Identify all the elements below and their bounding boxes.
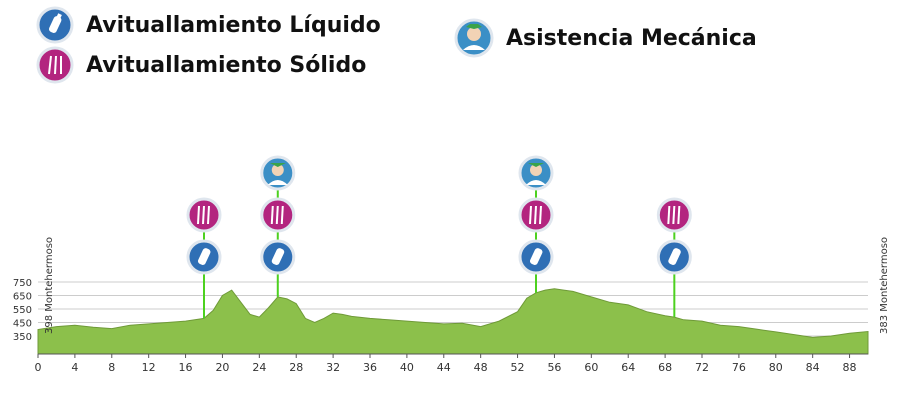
- cutlery-stroke: [667, 205, 671, 225]
- x-tick-label: 44: [437, 361, 451, 374]
- cutlery-stroke: [677, 205, 681, 225]
- bottle-shape: [668, 248, 681, 265]
- mechanic-face: [530, 164, 542, 176]
- axis-layer: 0 4 8 12 16 20 24 28 32 36 40 44 48 52 56 60 64 68 72 76 80 8…: [35, 353, 868, 374]
- x-tick-label: 16: [179, 361, 193, 374]
- y-tick-label: 750: [13, 278, 32, 289]
- water-bottle-icon: [36, 6, 74, 44]
- bottle-shape: [197, 248, 211, 265]
- legend-liquid: Avituallamiento Líquido: [36, 6, 381, 44]
- y-tick-label: 350: [13, 332, 32, 343]
- y-tick-label: 450: [13, 319, 32, 330]
- service-marker: [186, 197, 222, 319]
- legend-solid-label: Avituallamiento Sólido: [86, 52, 367, 78]
- mechanic-cap: [269, 163, 286, 167]
- service-marker: [260, 155, 296, 297]
- x-tick-label: 4: [71, 361, 78, 374]
- mechanic-icon: [454, 18, 494, 58]
- end-label: 383 Montehermoso: [879, 237, 890, 334]
- cutlery-stroke: [529, 205, 532, 225]
- x-tick-label: 28: [289, 361, 303, 374]
- x-tick-label: 12: [142, 361, 156, 374]
- cutlery-icon: [36, 46, 74, 84]
- x-tick-label: 80: [769, 361, 783, 374]
- x-tick-label: 68: [658, 361, 672, 374]
- x-tick-label: 0: [35, 361, 42, 374]
- cutlery-stroke: [202, 205, 205, 225]
- y-tick-label: 650: [13, 292, 32, 303]
- x-tick-label: 76: [732, 361, 746, 374]
- x-tick-label: 40: [400, 361, 414, 374]
- mechanic-face: [271, 164, 284, 176]
- marker-layer: [186, 155, 692, 319]
- x-tick-label: 88: [843, 361, 857, 374]
- x-tick-label: 20: [215, 361, 229, 374]
- x-tick-label: 84: [806, 361, 820, 374]
- cutlery-stroke: [534, 205, 537, 225]
- x-tick-label: 56: [547, 361, 561, 374]
- service-marker: [518, 155, 554, 293]
- cutlery-stroke: [270, 205, 274, 225]
- x-tick-label: 72: [695, 361, 709, 374]
- cutlery-stroke: [280, 205, 284, 225]
- legend-mechanical-label: Asistencia Mecánica: [506, 25, 757, 51]
- x-tick-label: 52: [511, 361, 525, 374]
- x-tick-label: 24: [252, 361, 266, 374]
- x-tick-label: 64: [621, 361, 635, 374]
- legend-liquid-label: Avituallamiento Líquido: [86, 12, 381, 38]
- cutlery-stroke: [275, 205, 279, 225]
- x-tick-label: 48: [474, 361, 488, 374]
- cutlery-stroke: [207, 205, 210, 225]
- x-tick-label: 36: [363, 361, 377, 374]
- x-tick-label: 32: [326, 361, 340, 374]
- legend-mechanical: Asistencia Mecánica: [454, 18, 757, 58]
- bottle-shape: [271, 248, 285, 265]
- cutlery-stroke: [197, 205, 200, 225]
- cutlery-stroke: [539, 205, 542, 225]
- elevation-area: [37, 288, 869, 355]
- service-marker: [656, 197, 692, 318]
- legend-solid: Avituallamiento Sólido: [36, 46, 366, 84]
- bottle-shape: [529, 248, 543, 265]
- cutlery-stroke: [672, 205, 676, 225]
- start-label: 398 Montehermoso: [44, 237, 55, 334]
- mechanic-body: [267, 180, 288, 185]
- x-tick-label: 60: [584, 361, 598, 374]
- mechanic-body: [526, 180, 546, 185]
- y-tick-label: 550: [13, 305, 32, 316]
- x-tick-label: 8: [108, 361, 115, 374]
- mechanic-cap: [528, 163, 544, 167]
- area-layer: [37, 288, 869, 355]
